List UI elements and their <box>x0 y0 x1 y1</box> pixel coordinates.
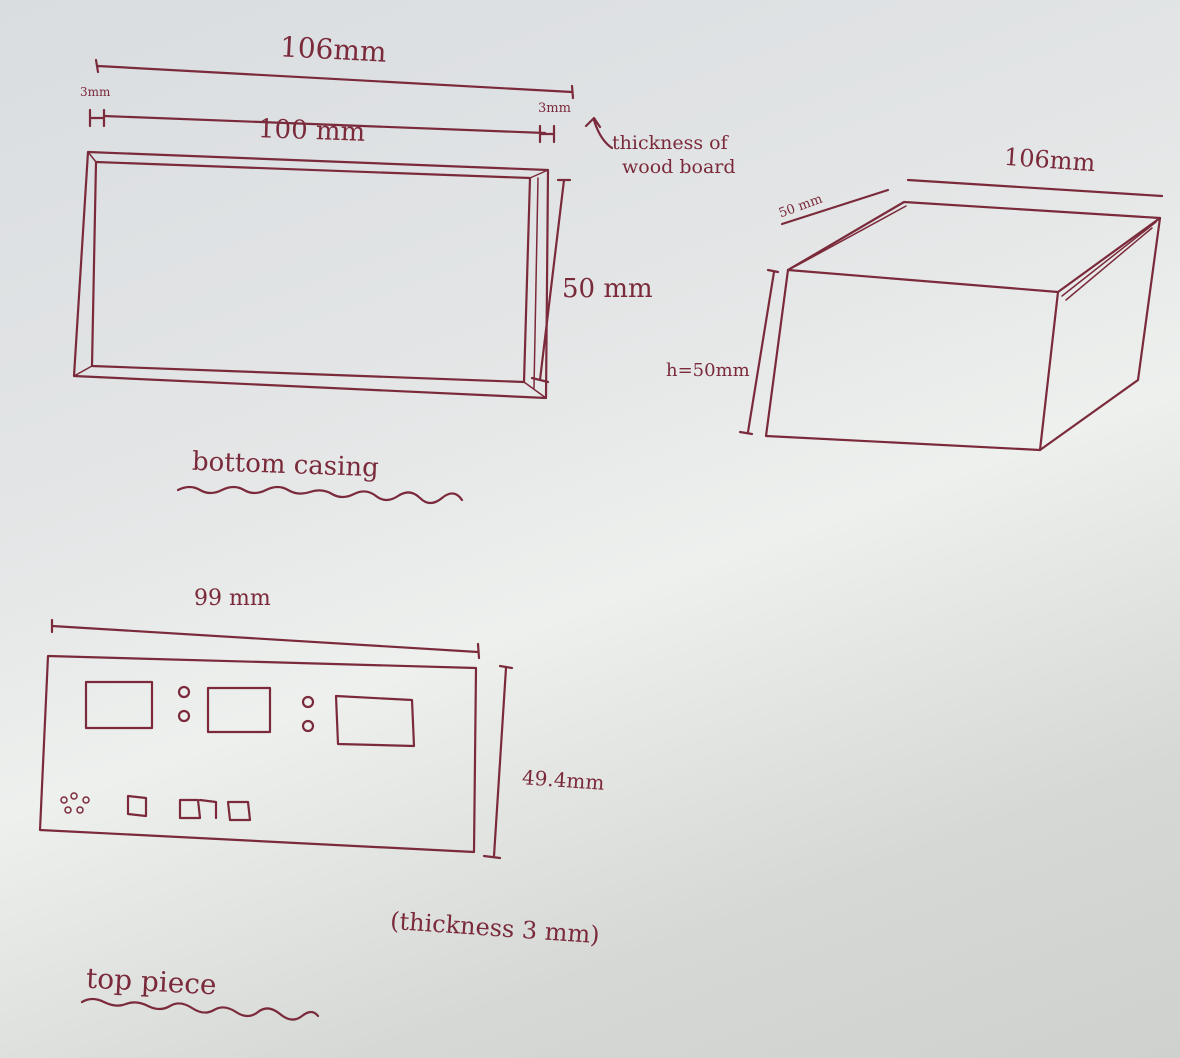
overall-width-dimension-line <box>94 58 575 100</box>
top-piece-height-label: 49.4mm <box>521 765 606 795</box>
box-front-face <box>764 268 1060 452</box>
casing-outer-outline <box>72 150 550 400</box>
top-piece-underline <box>80 997 320 1021</box>
thickness-note-line-2: wood board <box>622 156 736 178</box>
right-wall-thickness-label: 3mm <box>538 101 571 116</box>
casing-corner-lines <box>73 151 549 399</box>
screw-hole <box>301 719 315 733</box>
box-edge-lines <box>795 205 1157 301</box>
box-width-dimension-line <box>906 178 1164 198</box>
bottom-casing-underline <box>176 485 464 505</box>
box-height-label: h=50mm <box>666 360 750 381</box>
box-width-label: 106mm <box>1003 142 1097 178</box>
display-cutout-1 <box>84 680 154 730</box>
thickness-note-line-1: thickness of <box>612 132 728 154</box>
bottom-casing-title: bottom casing <box>191 446 380 484</box>
display-cutout-3 <box>334 694 416 748</box>
small-holes-cluster <box>60 792 90 814</box>
casing-inner-outline <box>90 160 532 384</box>
top-piece-drawing <box>38 618 514 1021</box>
top-piece-outline <box>38 654 478 854</box>
top-piece-title: top piece <box>85 961 218 1002</box>
right-wall-dimension-marker <box>538 124 556 144</box>
box-side-face <box>1038 216 1162 452</box>
button-cutout-2 <box>178 798 218 820</box>
screw-hole <box>177 709 191 723</box>
casing-height-label: 50 mm <box>562 274 653 304</box>
top-piece-width-dimension-line <box>50 618 481 660</box>
top-piece-width-label: 99 mm <box>194 586 271 611</box>
box-3d-drawing <box>738 178 1164 452</box>
button-cutout-1 <box>126 794 148 818</box>
screw-hole <box>301 695 315 709</box>
overall-width-label: 106mm <box>279 30 388 69</box>
height-dimension-line <box>530 178 572 384</box>
casing-wall-line <box>533 177 539 389</box>
display-cutout-2 <box>206 686 272 734</box>
screw-hole <box>177 685 191 699</box>
box-top-face <box>786 200 1162 294</box>
top-piece-height-dimension-line <box>482 664 514 860</box>
box-depth-dimension-line <box>780 188 890 226</box>
inner-width-dimension-line <box>102 114 547 135</box>
left-wall-dimension-marker <box>88 108 106 128</box>
inner-width-label: 100 mm <box>257 114 366 148</box>
button-cutout-3 <box>226 800 252 822</box>
bottom-casing-drawing <box>72 58 614 505</box>
box-height-dimension-line <box>738 268 780 436</box>
thickness-pointer-arrow <box>584 116 614 150</box>
left-wall-thickness-label: 3mm <box>80 85 111 99</box>
